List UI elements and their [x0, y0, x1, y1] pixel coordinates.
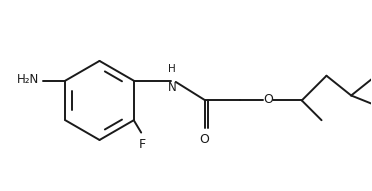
Text: N: N — [168, 81, 176, 94]
Text: H₂N: H₂N — [17, 73, 39, 86]
Text: F: F — [139, 138, 146, 151]
Text: H: H — [168, 64, 176, 74]
Text: O: O — [199, 133, 209, 146]
Text: O: O — [263, 93, 273, 106]
